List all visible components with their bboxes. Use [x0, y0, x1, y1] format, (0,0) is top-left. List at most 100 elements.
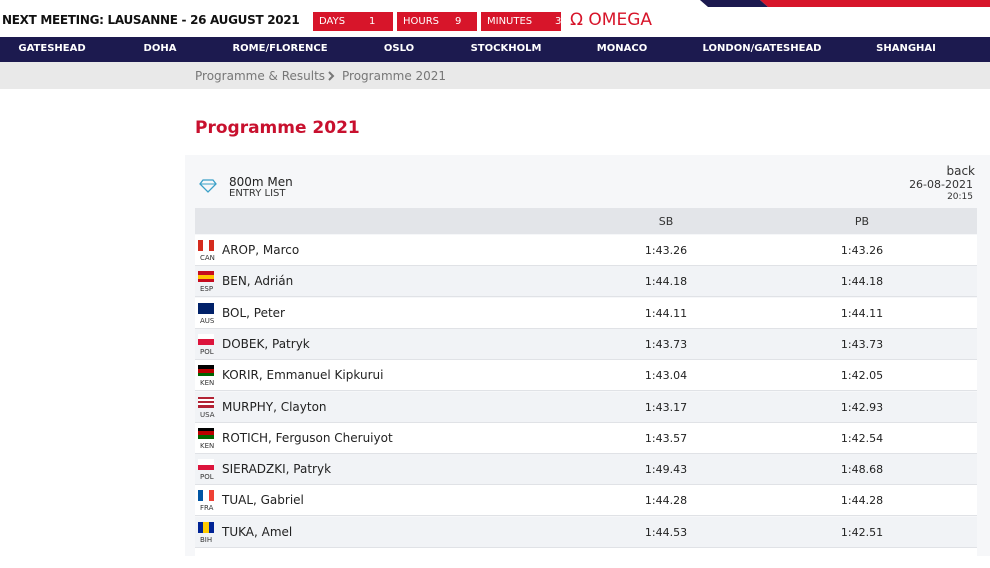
event-time: 20:15	[947, 192, 973, 202]
countdown-label: HOURS	[403, 16, 440, 27]
table-row: POL DOBEK, Patryk 1:43.73 1:43.73	[195, 328, 977, 360]
nav-item[interactable]: MONACO	[596, 43, 648, 54]
table-row: USA MURPHY, Clayton 1:43.17 1:42.93	[195, 391, 977, 423]
country-code: AUS	[200, 316, 215, 325]
event-name: 800m Men	[229, 175, 293, 189]
back-link[interactable]: back	[946, 164, 975, 178]
countdown-value: 1	[369, 16, 376, 27]
country-code: KEN	[200, 441, 215, 450]
table-row: CAN AROP, Marco 1:43.26 1:43.26	[195, 235, 977, 266]
personal-best: 1:48.68	[840, 463, 884, 477]
flag-stripe	[203, 240, 209, 251]
table-row: AUS BOL, Peter 1:44.11 1:44.11	[195, 297, 977, 329]
flag-stripe	[208, 490, 214, 502]
flag-stripe	[198, 396, 214, 399]
flag-stripe	[198, 368, 214, 373]
personal-best: 1:42.51	[840, 525, 884, 539]
nav-item[interactable]: OSLO	[383, 43, 415, 54]
table-row: BIH TUKA, Amel 1:44.53 1:42.51	[195, 516, 977, 548]
top-stripe	[700, 0, 990, 7]
column-header: SB	[658, 215, 674, 228]
nav-item[interactable]: LONDON/GATESHEAD	[702, 43, 822, 54]
table-row: KEN KORIR, Emmanuel Kipkurui 1:43.04 1:42.0…	[195, 360, 977, 392]
omega-symbol: Ω	[570, 10, 583, 30]
top-bar: NEXT MEETING: LAUSANNE - 26 AUGUST 2021 …	[0, 0, 990, 37]
season-best: 1:43.73	[644, 337, 688, 351]
flag-stripe	[198, 274, 214, 279]
season-best: 1:44.28	[644, 494, 688, 508]
country-code: POL	[200, 473, 214, 482]
flag-stripe	[208, 521, 214, 533]
athlete-name: BEN, Adrián	[222, 274, 294, 289]
flag-stripe	[198, 339, 214, 345]
athlete-name: SIERADZKI, Patryk	[222, 462, 332, 477]
country-code: ESP	[200, 285, 214, 294]
athlete-name: KORIR, Emmanuel Kipkurui	[222, 368, 384, 383]
flag-stripe	[198, 490, 204, 502]
flag	[198, 333, 214, 345]
season-best: 1:43.57	[644, 431, 688, 445]
countdown-label: MINUTES	[487, 16, 533, 27]
chevron	[328, 71, 335, 81]
flag	[198, 302, 214, 314]
breadcrumb-link[interactable]: Programme & Results	[195, 69, 326, 83]
personal-best: 1:42.05	[840, 369, 884, 383]
page-title: Programme 2021	[195, 118, 360, 138]
season-best: 1:49.43	[644, 463, 688, 477]
personal-best: 1:42.54	[840, 431, 884, 445]
athlete-name: MURPHY, Clayton	[222, 399, 327, 414]
flag	[198, 427, 214, 439]
flag	[198, 521, 214, 533]
table-row: POL SIERADZKI, Patryk 1:49.43 1:48.68	[195, 454, 977, 486]
personal-best: 1:44.28	[840, 494, 884, 508]
nav-item[interactable]: STOCKHOLM	[470, 43, 542, 54]
flag	[198, 396, 214, 408]
countdown-box: DAYS 1	[313, 12, 393, 31]
flag	[198, 240, 214, 251]
flag-stripe	[198, 521, 204, 533]
country-code: FRA	[200, 504, 214, 513]
flag	[198, 490, 214, 502]
flag-stripe	[198, 405, 214, 408]
season-best: 1:44.53	[644, 525, 688, 539]
column-header: PB	[854, 215, 870, 228]
countdown-box: MINUTES 37	[481, 12, 568, 31]
flag	[198, 271, 214, 283]
nav-item[interactable]: GATESHEAD	[18, 43, 86, 54]
athlete-name: TUAL, Gabriel	[222, 493, 304, 508]
athlete-name: ROTICH, Ferguson Cheruiyot	[222, 430, 393, 445]
flag-stripe	[198, 403, 214, 406]
breadcrumb-current: Programme 2021	[342, 69, 447, 83]
season-best: 1:43.17	[644, 400, 688, 414]
flag-stripe	[203, 521, 209, 533]
event-subtitle: ENTRY LIST	[229, 188, 286, 199]
flag-stripe	[198, 278, 214, 283]
country-code: BIH	[200, 535, 213, 544]
nav-item[interactable]: DOHA	[143, 43, 177, 54]
flag-stripe	[198, 400, 214, 404]
page-body: NEXT MEETING: LAUSANNE - 26 AUGUST 2021 …	[0, 0, 990, 548]
season-best: 1:44.18	[644, 275, 688, 289]
breadcrumb: Programme & Results Programme 2021	[0, 62, 990, 89]
flag-stripe	[198, 427, 214, 432]
diamond-icon	[199, 179, 217, 193]
athlete-name: DOBEK, Patryk	[222, 336, 310, 351]
next-meeting: NEXT MEETING: LAUSANNE - 26 AUGUST 2021	[2, 13, 300, 27]
personal-best: 1:42.93	[840, 400, 884, 414]
athlete-name: TUKA, Amel	[222, 524, 293, 539]
flag-stripe	[198, 372, 214, 377]
flag-stripe	[198, 459, 214, 465]
country-code: KEN	[200, 379, 215, 388]
country-code: POL	[200, 347, 214, 356]
flag-stripe	[198, 333, 214, 340]
page: {"header": {"next_meeting": "NEXT MEETIN…	[0, 0, 990, 548]
flag	[198, 459, 214, 471]
nav-item[interactable]: ROME/FLORENCE	[232, 43, 328, 54]
flag-stripe	[198, 302, 214, 314]
personal-best: 1:44.11	[840, 306, 884, 320]
flag-stripe	[208, 240, 214, 251]
nav-item[interactable]: SHANGHAI	[876, 43, 936, 54]
countdown-value: 37	[555, 16, 568, 27]
flag-stripe	[198, 464, 214, 471]
event-date: 26-08-2021	[909, 178, 973, 191]
